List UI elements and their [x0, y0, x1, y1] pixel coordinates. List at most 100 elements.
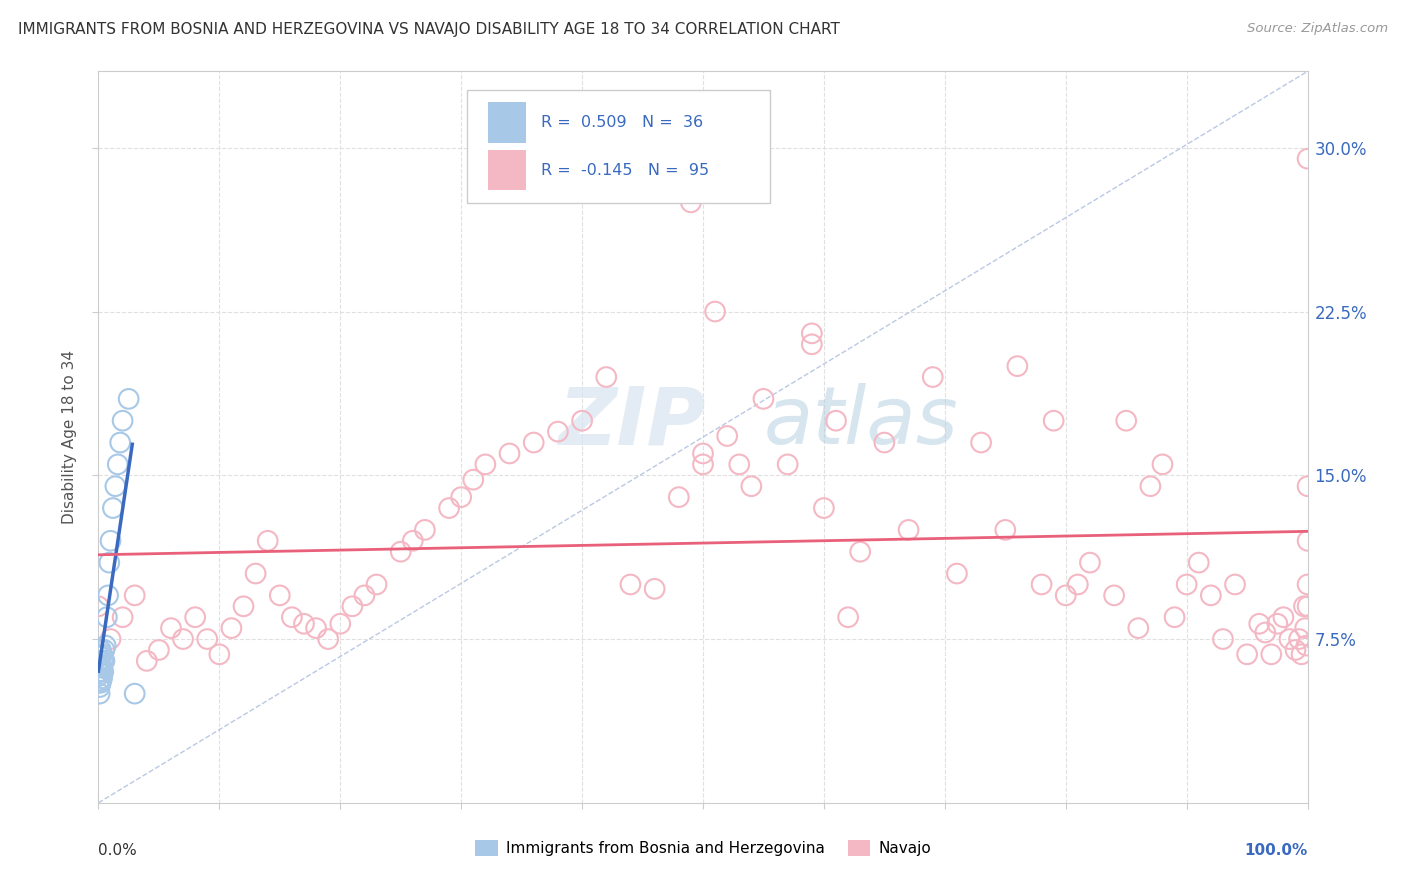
Point: [1292, 599, 1315, 614]
Point: [124, 588, 146, 602]
Point: [1284, 643, 1306, 657]
Point: [1236, 648, 1258, 662]
Point: [571, 414, 593, 428]
Point: [184, 610, 207, 624]
Point: [91, 665, 114, 679]
Point: [813, 501, 835, 516]
Point: [329, 616, 352, 631]
Point: [91, 671, 114, 685]
Point: [87, 665, 110, 679]
Point: [195, 632, 218, 646]
Point: [994, 523, 1017, 537]
Point: [269, 588, 291, 602]
Point: [111, 610, 134, 624]
Point: [90, 643, 112, 657]
Point: [970, 435, 993, 450]
Point: [825, 414, 848, 428]
Point: [1291, 648, 1313, 662]
Point: [87, 675, 110, 690]
Point: [160, 621, 183, 635]
Point: [873, 435, 896, 450]
Point: [281, 610, 304, 624]
Point: [1102, 588, 1125, 602]
Point: [100, 632, 122, 646]
Point: [232, 599, 254, 614]
Point: [644, 582, 666, 596]
Text: atlas: atlas: [763, 384, 959, 461]
Point: [740, 479, 762, 493]
Point: [93, 643, 115, 657]
Point: [1007, 359, 1029, 373]
Point: [547, 425, 569, 439]
Point: [90, 675, 112, 690]
Point: [87, 654, 110, 668]
Point: [89, 649, 111, 664]
Point: [1042, 414, 1064, 428]
Point: [1152, 458, 1174, 472]
Point: [716, 429, 738, 443]
Point: [292, 616, 315, 631]
Point: [1288, 632, 1310, 646]
Point: [668, 490, 690, 504]
Point: [800, 337, 823, 351]
Point: [124, 687, 146, 701]
Point: [389, 545, 412, 559]
Point: [1115, 414, 1137, 428]
Point: [752, 392, 775, 406]
FancyBboxPatch shape: [467, 90, 769, 203]
Point: [1296, 533, 1319, 548]
Point: [172, 632, 194, 646]
Point: [1296, 479, 1319, 493]
Point: [1267, 616, 1289, 631]
Text: 0.0%: 0.0%: [98, 843, 138, 858]
Point: [245, 566, 267, 581]
Point: [1199, 588, 1222, 602]
Point: [1212, 632, 1234, 646]
Text: 100.0%: 100.0%: [1244, 843, 1308, 858]
Point: [91, 660, 114, 674]
Point: [93, 654, 115, 668]
FancyBboxPatch shape: [488, 150, 526, 190]
Point: [1296, 152, 1319, 166]
Point: [450, 490, 472, 504]
Point: [1054, 588, 1077, 602]
Point: [800, 326, 823, 341]
Y-axis label: Disability Age 18 to 34: Disability Age 18 to 34: [62, 350, 77, 524]
Point: [1278, 632, 1301, 646]
Point: [353, 588, 375, 602]
Point: [98, 556, 121, 570]
Point: [104, 479, 127, 493]
Point: [1272, 610, 1295, 624]
Text: Source: ZipAtlas.com: Source: ZipAtlas.com: [1247, 22, 1388, 36]
Point: [595, 370, 617, 384]
Legend: Immigrants from Bosnia and Herzegovina, Navajo: Immigrants from Bosnia and Herzegovina, …: [471, 836, 935, 861]
Point: [1188, 556, 1211, 570]
FancyBboxPatch shape: [488, 103, 526, 143]
Point: [100, 533, 122, 548]
Point: [1128, 621, 1150, 635]
Point: [342, 599, 364, 614]
Text: R =  -0.145   N =  95: R = -0.145 N = 95: [541, 162, 709, 178]
Point: [946, 566, 969, 581]
Point: [1260, 648, 1282, 662]
Text: R =  0.509   N =  36: R = 0.509 N = 36: [541, 115, 703, 130]
Point: [728, 458, 751, 472]
Text: IMMIGRANTS FROM BOSNIA AND HERZEGOVINA VS NAVAJO DISABILITY AGE 18 TO 34 CORRELA: IMMIGRANTS FROM BOSNIA AND HERZEGOVINA V…: [18, 22, 841, 37]
Point: [474, 458, 496, 472]
Point: [1249, 616, 1271, 631]
Point: [305, 621, 328, 635]
Point: [837, 610, 859, 624]
Point: [437, 501, 460, 516]
Point: [148, 643, 170, 657]
Point: [94, 639, 117, 653]
Point: [849, 545, 872, 559]
Point: [679, 195, 702, 210]
Point: [366, 577, 388, 591]
Text: ZIP: ZIP: [558, 384, 706, 461]
Point: [413, 523, 436, 537]
Point: [1078, 556, 1101, 570]
Point: [89, 673, 111, 688]
Point: [111, 414, 134, 428]
Point: [316, 632, 339, 646]
Point: [89, 680, 111, 694]
